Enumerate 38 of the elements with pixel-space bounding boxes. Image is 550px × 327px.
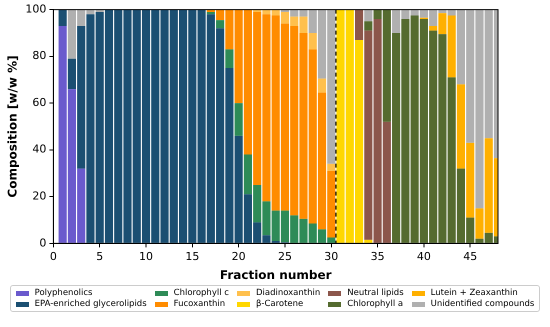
x-tick-label: 25 bbox=[278, 250, 292, 263]
y-tick-label: 60 bbox=[32, 96, 46, 109]
x-tick-label: 15 bbox=[185, 250, 200, 263]
x-tick-label: 30 bbox=[324, 250, 338, 263]
legend-label: Neutral lipids bbox=[347, 288, 404, 298]
bar bbox=[225, 49, 234, 68]
x-tick-label: 35 bbox=[370, 250, 385, 263]
legend-label: EPA-enriched glycerolipids bbox=[34, 299, 147, 309]
bar bbox=[206, 12, 215, 14]
legend-label: Chlorophyll a bbox=[347, 299, 404, 309]
y-tick-label: 0 bbox=[39, 236, 46, 250]
legend-label: β-Carotene bbox=[256, 299, 304, 309]
y-tick-label: 100 bbox=[25, 2, 46, 16]
x-tick-label: 45 bbox=[463, 250, 478, 263]
bar bbox=[364, 21, 372, 31]
legend-label: Fucoxanthin bbox=[174, 299, 226, 309]
bar bbox=[234, 103, 243, 136]
y-axis-title: Composition [w/w %] bbox=[5, 55, 20, 198]
bar bbox=[216, 20, 224, 28]
x-tick-label: 5 bbox=[96, 250, 104, 263]
y-tick-label: 80 bbox=[32, 49, 46, 62]
bar bbox=[364, 10, 372, 22]
legend-label: Polyphenolics bbox=[34, 288, 92, 298]
x-tick-label: 20 bbox=[232, 250, 246, 263]
bar bbox=[318, 78, 326, 93]
y-tick-label: 20 bbox=[32, 190, 46, 202]
x-tick-label: 40 bbox=[416, 250, 431, 263]
bar bbox=[327, 164, 336, 171]
x-tick-label: 10 bbox=[139, 250, 154, 263]
legend-label: Lutein + Zeaxanthin bbox=[430, 288, 518, 298]
legend-label: Unidentified compounds bbox=[430, 299, 534, 309]
legend-label: Chlorophyll c bbox=[174, 288, 229, 298]
x-axis-title: Fraction number bbox=[220, 268, 332, 282]
bar bbox=[308, 32, 317, 50]
bar bbox=[58, 10, 67, 26]
y-tick-label: 40 bbox=[32, 142, 46, 156]
x-tick-label: 0 bbox=[50, 250, 57, 263]
legend-label: Diadinoxanthin bbox=[256, 288, 320, 298]
